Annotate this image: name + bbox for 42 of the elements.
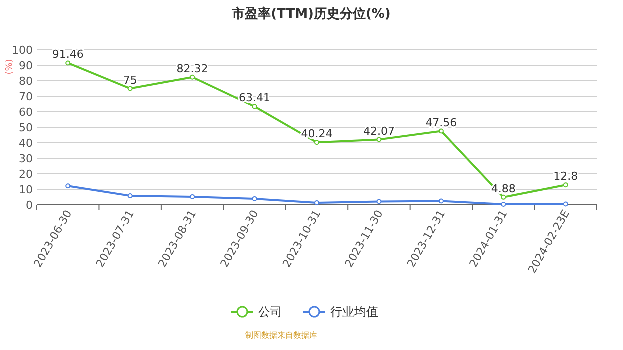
data-label: 75 bbox=[123, 74, 138, 87]
y-tick-label: 30 bbox=[19, 152, 33, 166]
text: 制图数据来自数据库 bbox=[246, 331, 318, 340]
data-label: 91.46 bbox=[52, 48, 84, 62]
data-label: 63.41 bbox=[239, 92, 271, 105]
y-tick-label: 20 bbox=[19, 168, 33, 181]
y-axis-title: (%) bbox=[5, 59, 15, 75]
y-tick-label: 0 bbox=[26, 199, 33, 212]
point bbox=[438, 128, 444, 134]
point bbox=[563, 202, 568, 207]
legend-label: 行业均值 bbox=[330, 305, 378, 319]
point bbox=[190, 194, 196, 200]
point bbox=[501, 194, 506, 200]
chart-title: 市盈率(TTM)历史分位(%) bbox=[231, 6, 391, 22]
data-label: 82.32 bbox=[176, 62, 208, 76]
legend-label: 公司 bbox=[258, 305, 282, 319]
point bbox=[501, 202, 506, 208]
y-tick-label: 60 bbox=[19, 106, 33, 119]
y-tick-label: 80 bbox=[19, 75, 33, 88]
data-label: 40.24 bbox=[301, 128, 333, 141]
y-tick-label: 70 bbox=[19, 90, 33, 104]
point bbox=[314, 140, 320, 146]
point bbox=[190, 74, 196, 80]
point bbox=[314, 200, 320, 206]
point bbox=[376, 199, 382, 204]
point bbox=[128, 194, 133, 199]
point bbox=[128, 86, 133, 92]
point bbox=[66, 184, 71, 189]
point bbox=[563, 182, 568, 188]
point bbox=[252, 104, 258, 110]
y-tick-label: 100 bbox=[12, 44, 33, 57]
point bbox=[438, 198, 444, 204]
point bbox=[252, 196, 258, 202]
data-label: 47.56 bbox=[426, 116, 458, 130]
y-tick-label: 50 bbox=[19, 122, 33, 134]
data-label: 42.07 bbox=[363, 124, 395, 138]
y-tick-label: 10 bbox=[19, 184, 33, 196]
data-label: 12.8 bbox=[554, 170, 578, 184]
point bbox=[376, 137, 382, 142]
y-tick-label: 90 bbox=[19, 60, 33, 72]
y-tick-label: 40 bbox=[19, 137, 33, 150]
point bbox=[66, 60, 71, 66]
